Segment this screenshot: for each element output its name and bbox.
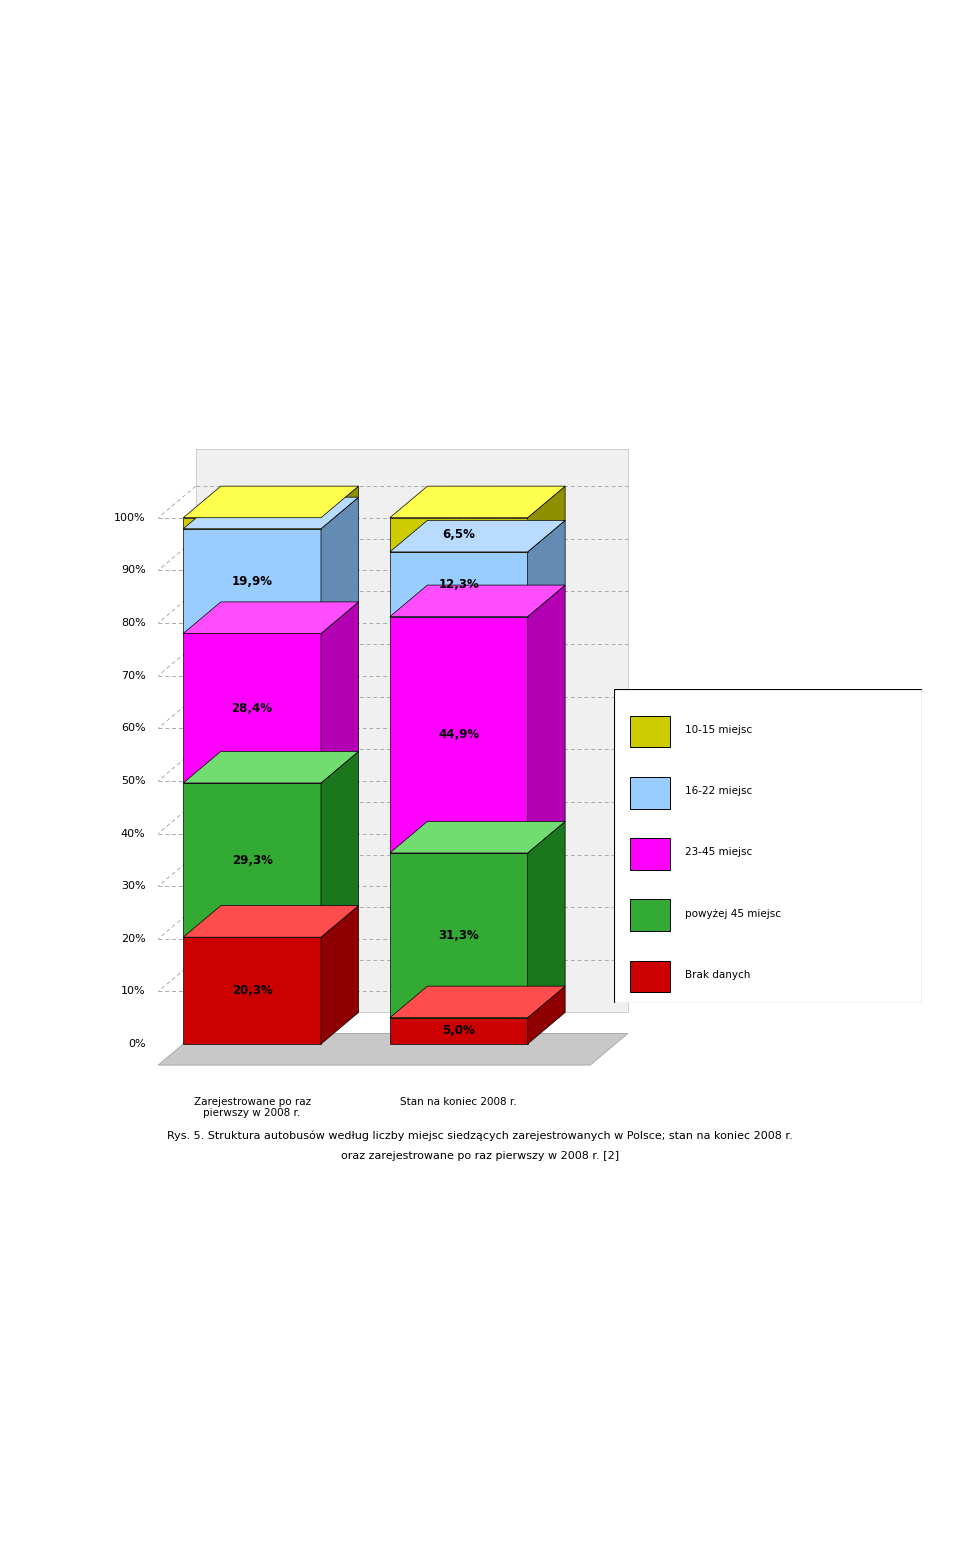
FancyBboxPatch shape [630,961,670,992]
Polygon shape [321,752,358,937]
Polygon shape [390,986,565,1017]
Polygon shape [183,602,358,633]
Text: oraz zarejestrowane po raz pierwszy w 2008 r. [2]: oraz zarejestrowane po raz pierwszy w 20… [341,1152,619,1161]
Text: 31,3%: 31,3% [439,929,479,942]
Polygon shape [321,906,358,1044]
Polygon shape [390,617,528,852]
Text: Brak danych: Brak danych [685,970,751,979]
Text: 40%: 40% [121,829,146,838]
Text: 29,3%: 29,3% [231,854,273,867]
Polygon shape [183,486,358,517]
Text: 16-22 miejsc: 16-22 miejsc [685,787,753,796]
FancyBboxPatch shape [630,716,670,747]
FancyBboxPatch shape [630,838,670,870]
Text: 70%: 70% [121,671,146,680]
Polygon shape [183,528,321,633]
Text: 20%: 20% [121,934,146,943]
Polygon shape [528,821,565,1017]
Text: 80%: 80% [121,617,146,628]
Text: Zarejestrowane po raz
pierwszy w 2008 r.: Zarejestrowane po raz pierwszy w 2008 r. [194,1097,311,1119]
Polygon shape [321,486,358,528]
Text: 90%: 90% [121,566,146,575]
Text: 60%: 60% [121,724,146,733]
Polygon shape [390,1017,528,1044]
Text: Stan na koniec 2008 r.: Stan na koniec 2008 r. [400,1097,517,1106]
Polygon shape [183,633,321,784]
Text: 28,4%: 28,4% [231,702,273,715]
Polygon shape [158,1034,628,1066]
Polygon shape [528,520,565,617]
FancyBboxPatch shape [630,899,670,931]
Text: 6,5%: 6,5% [443,528,475,541]
FancyBboxPatch shape [630,777,670,809]
Text: Rys. 5. Struktura autobusów według liczby miejsc siedzących zarejestrowanych w P: Rys. 5. Struktura autobusów według liczb… [167,1131,793,1141]
Polygon shape [183,517,321,528]
Text: powyżej 45 miejsc: powyżej 45 miejsc [685,909,781,918]
Polygon shape [183,784,321,937]
Polygon shape [183,497,358,528]
Polygon shape [390,486,565,517]
Text: 20,3%: 20,3% [231,984,273,997]
Polygon shape [390,517,528,552]
Polygon shape [390,852,528,1017]
Polygon shape [390,821,565,852]
Text: 44,9%: 44,9% [438,729,479,741]
Polygon shape [528,986,565,1044]
Polygon shape [321,497,358,633]
Text: 10%: 10% [121,986,146,997]
Text: 30%: 30% [121,881,146,892]
Polygon shape [528,486,565,552]
Text: 5,0%: 5,0% [443,1025,475,1037]
Text: 10-15 miejsc: 10-15 miejsc [685,726,753,735]
Text: 12,3%: 12,3% [439,578,479,591]
Text: 100%: 100% [114,512,146,523]
Text: 23-45 miejsc: 23-45 miejsc [685,848,753,857]
Text: 0%: 0% [128,1039,146,1048]
Polygon shape [390,552,528,617]
Text: 19,9%: 19,9% [231,575,273,588]
Polygon shape [390,584,565,617]
Polygon shape [183,906,358,937]
Polygon shape [390,520,565,552]
Polygon shape [183,937,321,1044]
Polygon shape [196,450,628,1012]
Polygon shape [528,584,565,852]
Polygon shape [183,752,358,784]
Text: 50%: 50% [121,776,146,787]
Polygon shape [321,602,358,784]
